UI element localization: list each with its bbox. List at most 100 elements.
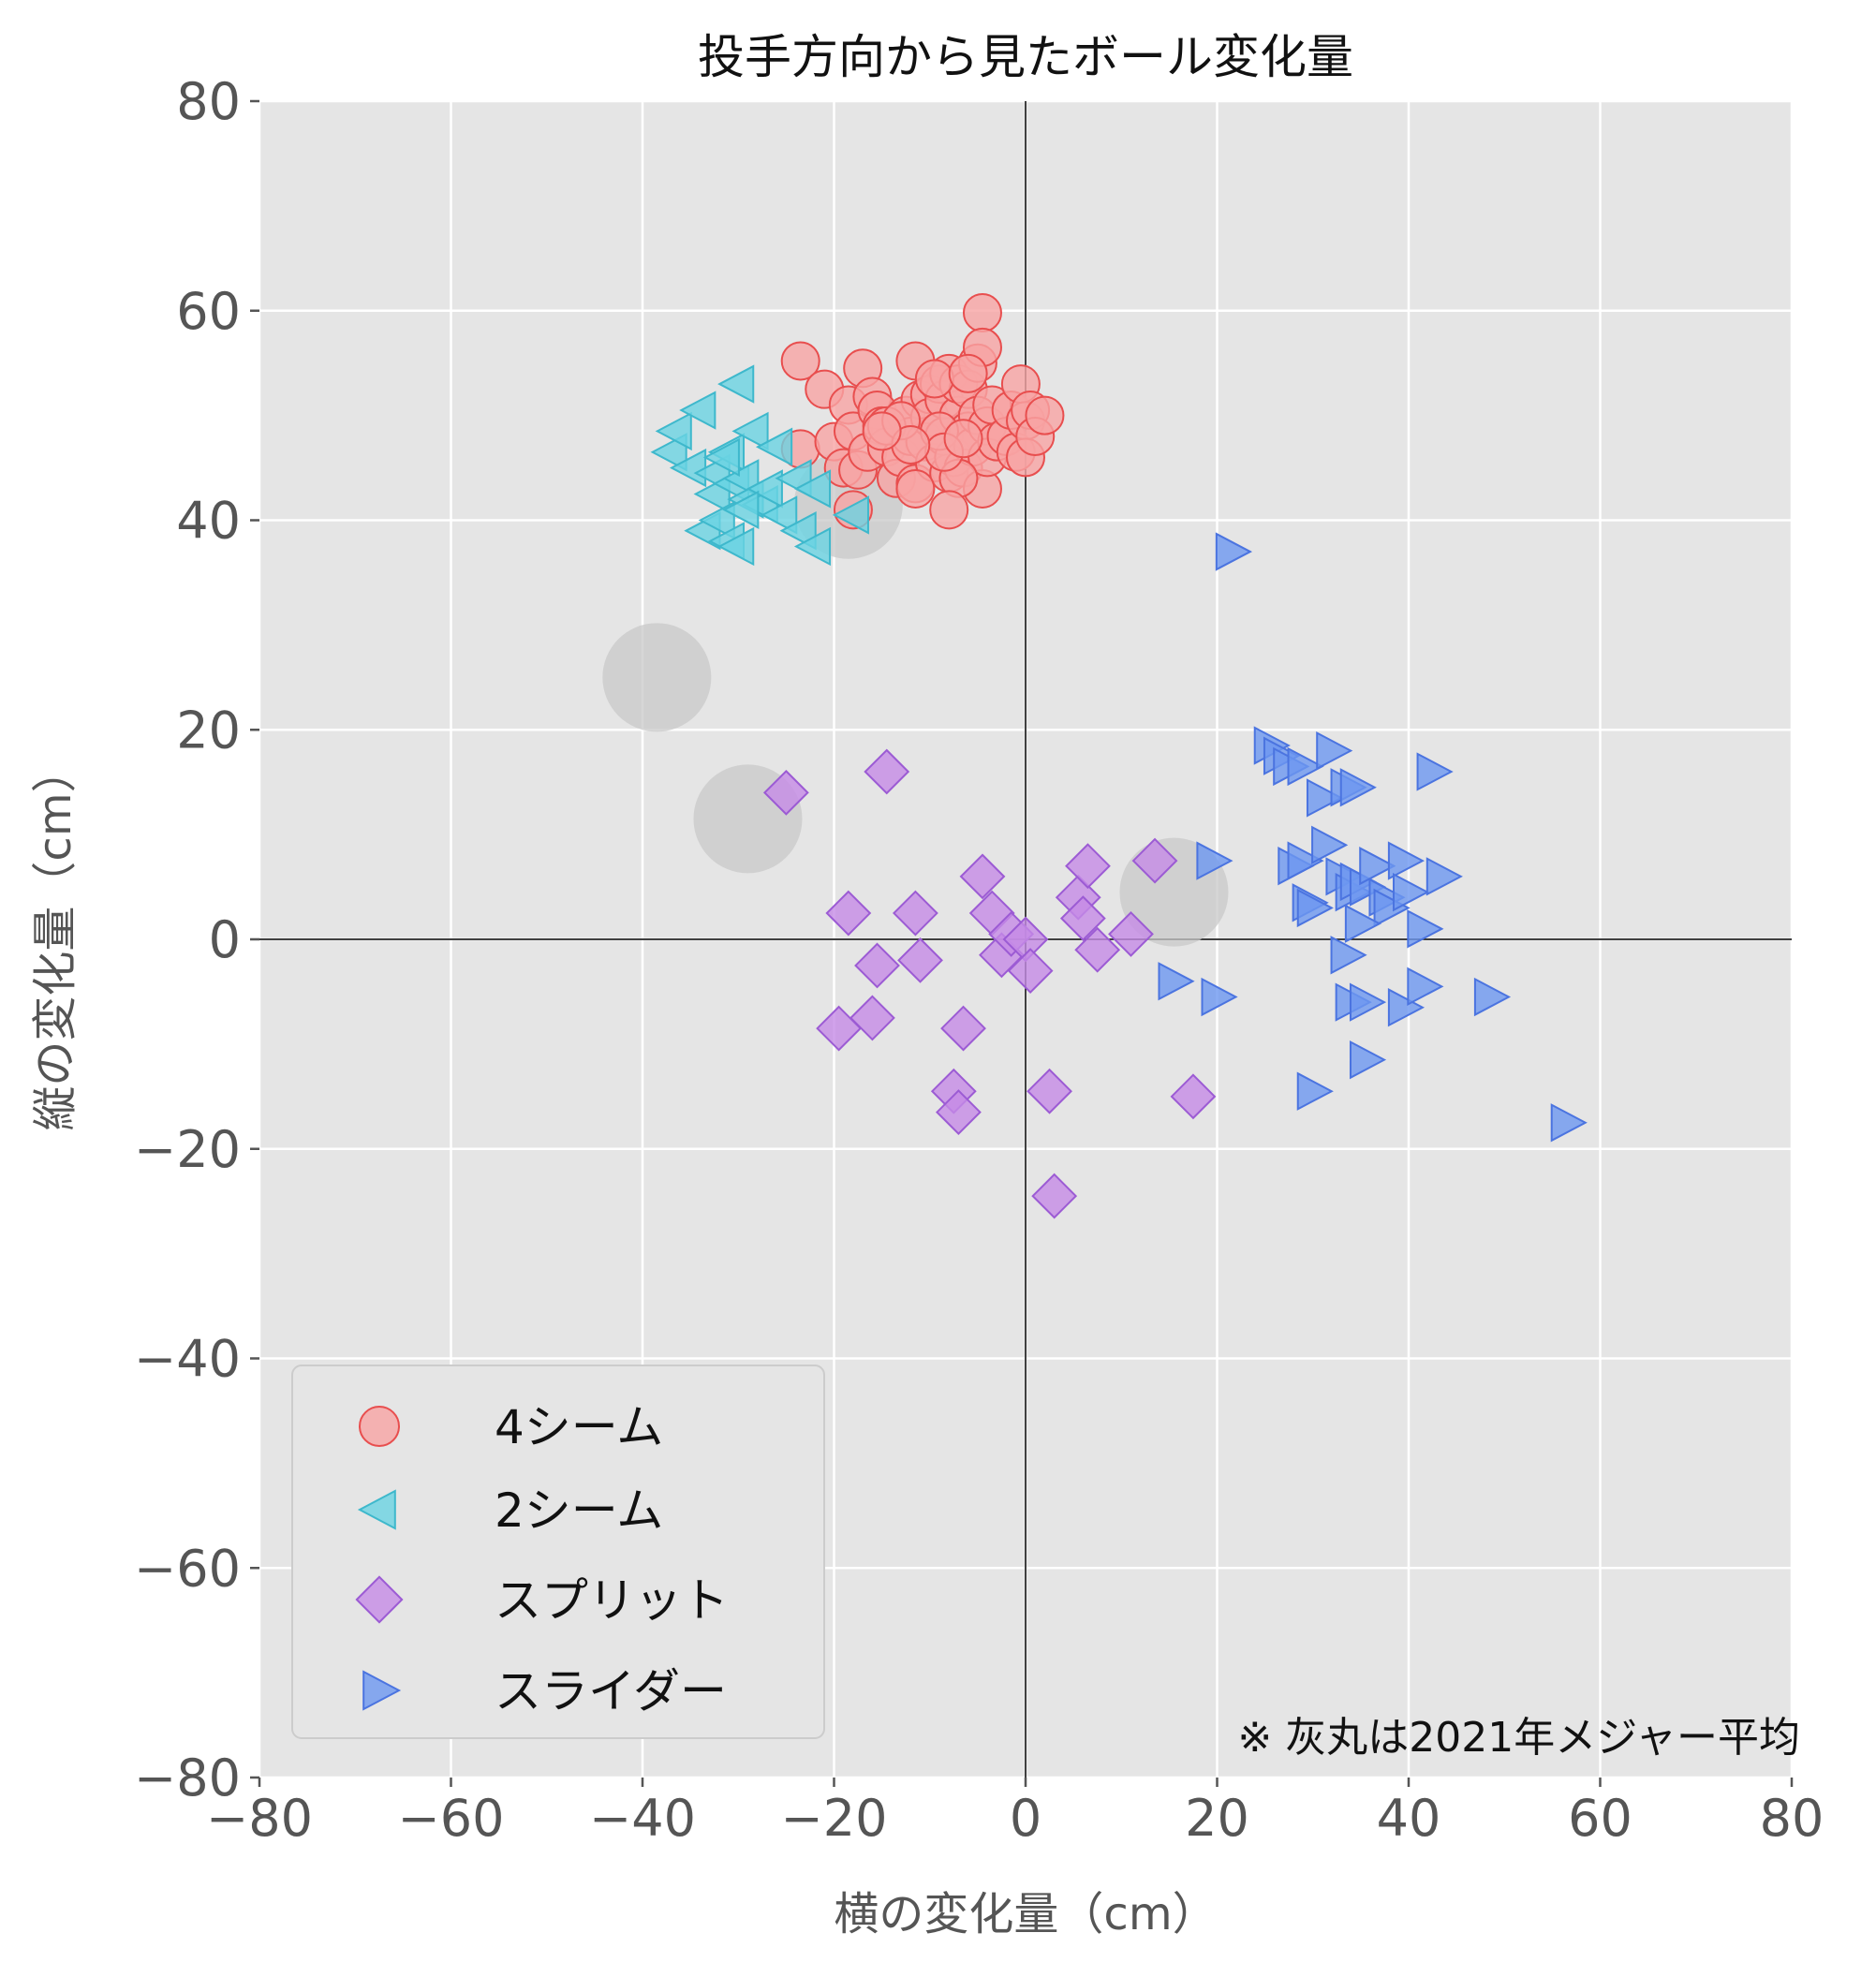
data-point xyxy=(1025,395,1065,435)
y-tick-label: 60 xyxy=(176,282,241,341)
data-point xyxy=(895,468,936,509)
data-point xyxy=(849,995,895,1041)
x-tick-label: −20 xyxy=(781,1789,888,1848)
axis-ticks: −80 −60 −40 −20 0 20 40 60 80 80 60 40 20 0 −20 −40 −60 −… xyxy=(134,72,1824,1848)
data-point xyxy=(793,526,832,567)
legend-label: スライダー xyxy=(495,1664,727,1719)
data-point xyxy=(1170,1073,1217,1120)
legend-label: 2シーム xyxy=(495,1483,663,1538)
x-tick-label: −80 xyxy=(206,1789,313,1848)
data-point xyxy=(1131,837,1178,884)
data-point xyxy=(702,437,740,478)
x-tick-label: 20 xyxy=(1185,1789,1249,1848)
legend-marker xyxy=(357,1489,396,1530)
series-2 xyxy=(650,364,869,567)
y-tick-label: 40 xyxy=(176,492,241,551)
data-point xyxy=(717,526,755,567)
data-point xyxy=(929,490,969,530)
y-tick-label: −60 xyxy=(134,1539,241,1598)
data-point xyxy=(1296,1071,1334,1111)
data-point xyxy=(1550,1103,1588,1143)
data-point xyxy=(1344,904,1382,943)
legend-marker xyxy=(359,1406,400,1447)
data-point xyxy=(1387,841,1425,880)
series-3 xyxy=(762,748,1217,1219)
data-point xyxy=(1065,843,1111,890)
data-point xyxy=(948,353,988,393)
data-point xyxy=(756,427,793,466)
data-point xyxy=(897,937,943,983)
x-tick-label: −60 xyxy=(398,1789,505,1848)
league-average-circle xyxy=(602,623,712,732)
data-point xyxy=(1311,825,1349,864)
data-point xyxy=(746,469,783,509)
data-point xyxy=(793,469,832,509)
data-point xyxy=(1059,895,1106,942)
data-point xyxy=(864,748,910,795)
x-tick-label: −40 xyxy=(589,1789,696,1848)
data-point xyxy=(780,341,820,381)
data-point xyxy=(943,419,983,459)
data-point xyxy=(1316,730,1353,771)
y-axis-label: 縦の変化量（cm） xyxy=(29,747,81,1130)
data-point xyxy=(1007,948,1054,994)
data-point xyxy=(1108,910,1154,957)
data-point xyxy=(762,769,809,816)
legend-label: 4シーム xyxy=(495,1400,663,1454)
data-point xyxy=(1196,841,1233,880)
data-point xyxy=(936,1089,982,1136)
x-tick-label: 60 xyxy=(1568,1789,1632,1848)
data-point xyxy=(959,853,1006,900)
data-point xyxy=(1425,857,1463,896)
legend-label: スプリット xyxy=(495,1573,729,1628)
series-4 xyxy=(1158,532,1588,1143)
league-average-note: ※ 灰丸は2021年メジャー平均 xyxy=(1237,1714,1800,1762)
data-point xyxy=(1215,532,1252,571)
data-point xyxy=(962,292,1002,332)
data-point xyxy=(1027,1068,1072,1114)
x-tick-label: 80 xyxy=(1760,1789,1824,1848)
data-point xyxy=(862,411,902,451)
data-point xyxy=(1359,847,1396,886)
legend-marker xyxy=(355,1575,404,1624)
data-point xyxy=(655,411,692,451)
series-1 xyxy=(780,292,1065,530)
data-point xyxy=(1296,888,1334,928)
legend-marker xyxy=(362,1670,402,1711)
y-tick-label: −40 xyxy=(134,1330,241,1389)
x-axis-label: 横の変化量（cm） xyxy=(834,1888,1217,1940)
data-point xyxy=(717,364,755,404)
data-point xyxy=(1074,926,1121,973)
y-tick-label: 0 xyxy=(209,910,241,969)
y-tick-label: −80 xyxy=(134,1748,241,1807)
data-point xyxy=(650,433,687,472)
data-point xyxy=(1339,768,1377,807)
data-point xyxy=(1373,888,1411,928)
data-point xyxy=(761,495,798,535)
data-point xyxy=(854,942,900,989)
data-point xyxy=(1201,977,1238,1017)
y-tick-label: 80 xyxy=(176,72,241,131)
data-point xyxy=(1287,746,1324,787)
data-point xyxy=(1158,962,1195,1001)
data-point xyxy=(1416,752,1454,791)
data-point xyxy=(1407,966,1444,1007)
data-point xyxy=(731,411,769,451)
data-point xyxy=(1473,977,1512,1017)
data-point xyxy=(1031,1173,1078,1219)
data-point xyxy=(679,391,716,430)
data-point xyxy=(722,490,760,529)
data-point xyxy=(1407,909,1444,949)
data-points xyxy=(650,292,1588,1219)
data-point xyxy=(1387,988,1425,1027)
y-tick-label: 20 xyxy=(176,701,241,760)
legend-box xyxy=(291,1365,825,1739)
chart-title: 投手方向から見たボール変化量 xyxy=(698,30,1353,84)
data-point xyxy=(832,495,869,535)
x-tick-label: 40 xyxy=(1377,1789,1441,1848)
x-tick-label: 0 xyxy=(1010,1789,1041,1848)
data-point xyxy=(816,1005,863,1052)
data-point xyxy=(1349,982,1387,1022)
